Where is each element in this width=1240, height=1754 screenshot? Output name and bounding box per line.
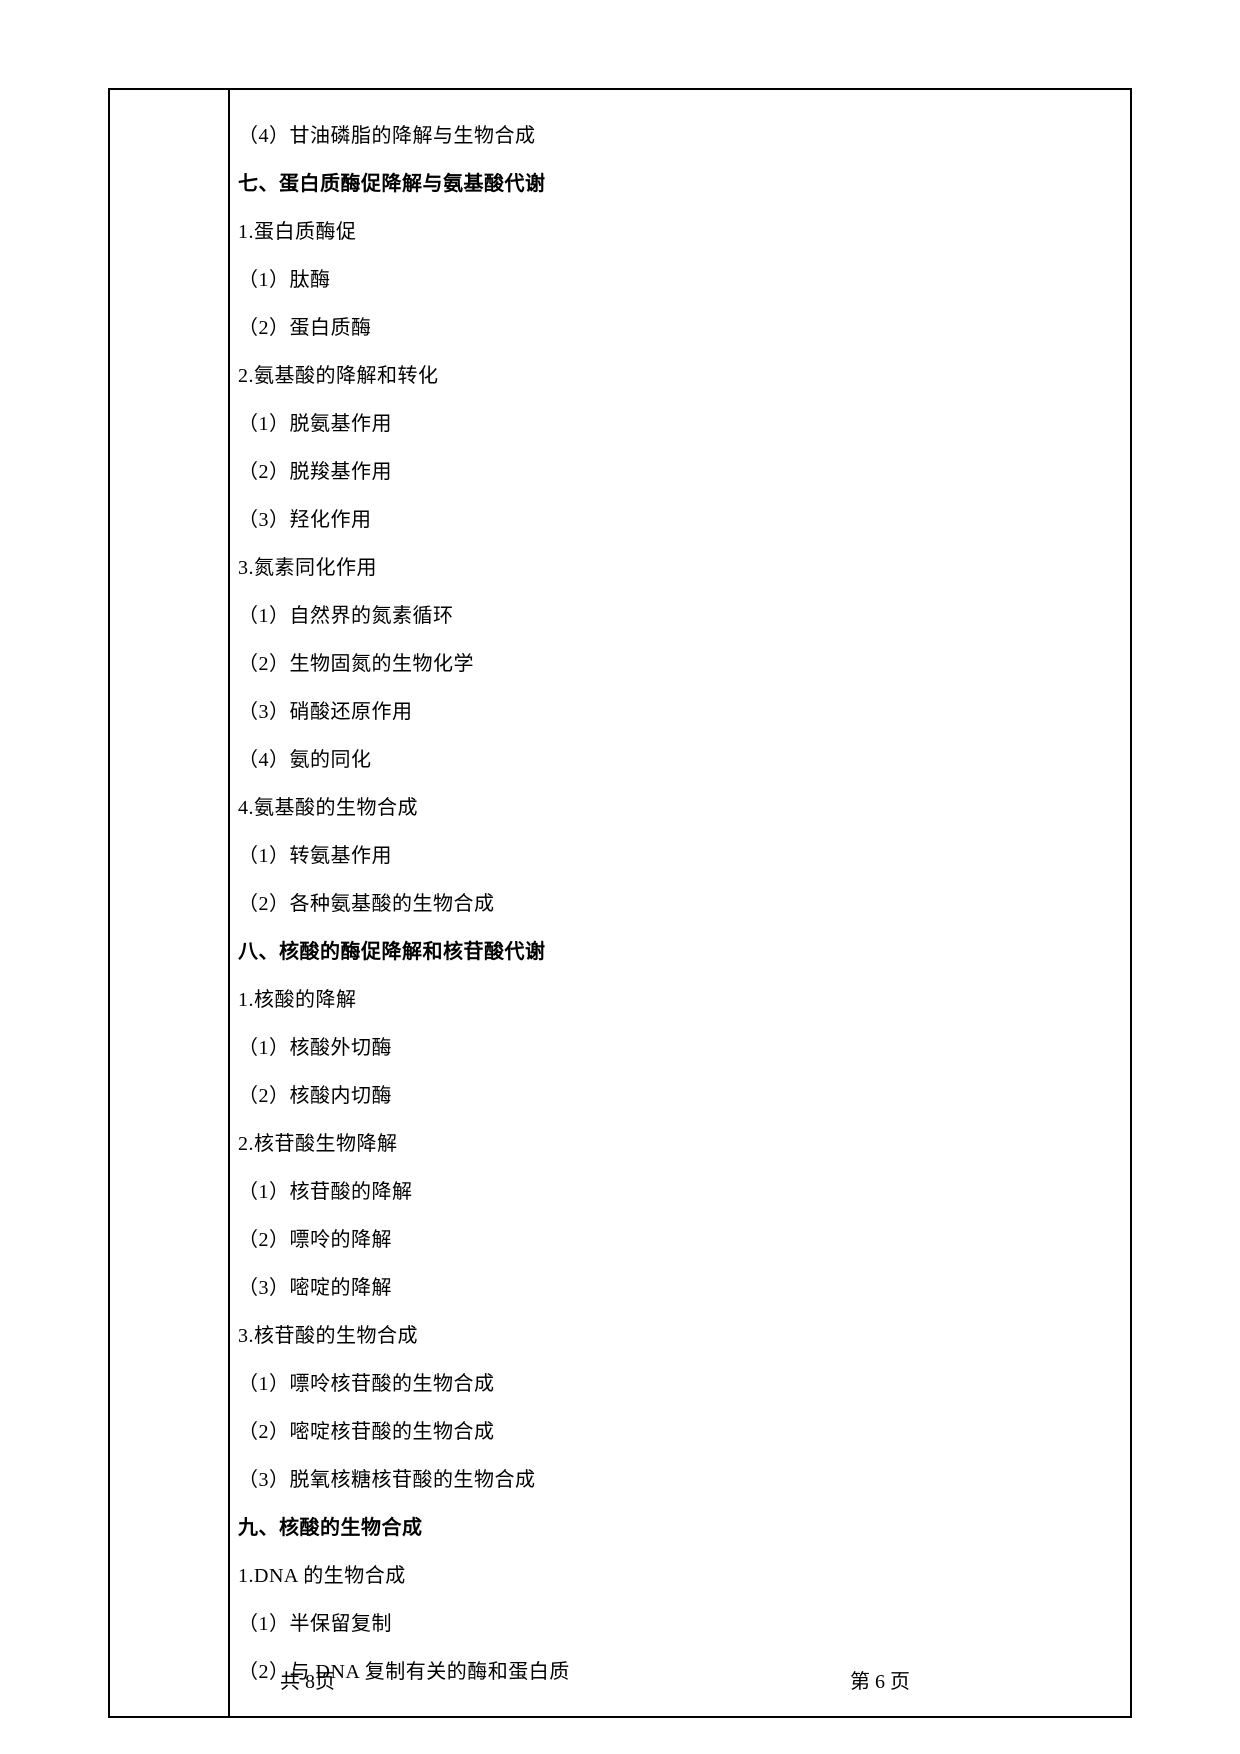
outline-item: （1）半保留复制 xyxy=(238,1600,1110,1648)
page-footer: 共 8页 第 6 页 xyxy=(0,1665,1240,1694)
outline-item: （1）核苷酸的降解 xyxy=(238,1168,1110,1216)
outline-item: （1）脱氨基作用 xyxy=(238,400,1110,448)
outline-item: （2）生物固氮的生物化学 xyxy=(238,640,1110,688)
outline-item: 九、核酸的生物合成 xyxy=(238,1504,1110,1552)
outline-item: （3）羟化作用 xyxy=(238,496,1110,544)
outline-item: （4）甘油磷脂的降解与生物合成 xyxy=(238,112,1110,160)
outline-item: （2）核酸内切酶 xyxy=(238,1072,1110,1120)
outline-item: 4.氨基酸的生物合成 xyxy=(238,784,1110,832)
outline-item: （2）脱羧基作用 xyxy=(238,448,1110,496)
page-container: （4）甘油磷脂的降解与生物合成七、蛋白质酶促降解与氨基酸代谢1.蛋白质酶促（1）… xyxy=(0,0,1240,1754)
outline-item: （2）嘌呤的降解 xyxy=(238,1216,1110,1264)
outline-item: （3）嘧啶的降解 xyxy=(238,1264,1110,1312)
outline-item: 1.核酸的降解 xyxy=(238,976,1110,1024)
outline-item: 2.核苷酸生物降解 xyxy=(238,1120,1110,1168)
outline-item: （1）转氨基作用 xyxy=(238,832,1110,880)
outline-item: （1）核酸外切酶 xyxy=(238,1024,1110,1072)
outline-item: 1.蛋白质酶促 xyxy=(238,208,1110,256)
footer-current-page: 第 6 页 xyxy=(850,1665,910,1694)
table-right-column: （4）甘油磷脂的降解与生物合成七、蛋白质酶促降解与氨基酸代谢1.蛋白质酶促（1）… xyxy=(229,89,1131,1717)
outline-item: 1.DNA 的生物合成 xyxy=(238,1552,1110,1600)
outline-item: （3）脱氧核糖核苷酸的生物合成 xyxy=(238,1456,1110,1504)
outline-item: （2）嘧啶核苷酸的生物合成 xyxy=(238,1408,1110,1456)
outline-item: 2.氨基酸的降解和转化 xyxy=(238,352,1110,400)
outline-item: 八、核酸的酶促降解和核苷酸代谢 xyxy=(238,928,1110,976)
outline-item: （2）各种氨基酸的生物合成 xyxy=(238,880,1110,928)
table-left-column xyxy=(109,89,229,1717)
outline-item: （2）蛋白质酶 xyxy=(238,304,1110,352)
outline-item: （3）硝酸还原作用 xyxy=(238,688,1110,736)
outline-item: 3.核苷酸的生物合成 xyxy=(238,1312,1110,1360)
content-table: （4）甘油磷脂的降解与生物合成七、蛋白质酶促降解与氨基酸代谢1.蛋白质酶促（1）… xyxy=(108,88,1132,1718)
outline-item: 七、蛋白质酶促降解与氨基酸代谢 xyxy=(238,160,1110,208)
footer-total-pages: 共 8页 xyxy=(280,1665,335,1694)
outline-item: 3.氮素同化作用 xyxy=(238,544,1110,592)
outline-item: （1）自然界的氮素循环 xyxy=(238,592,1110,640)
outline-item: （1）嘌呤核苷酸的生物合成 xyxy=(238,1360,1110,1408)
outline-item: （1）肽酶 xyxy=(238,256,1110,304)
outline-list: （4）甘油磷脂的降解与生物合成七、蛋白质酶促降解与氨基酸代谢1.蛋白质酶促（1）… xyxy=(238,112,1110,1696)
outline-item: （4）氨的同化 xyxy=(238,736,1110,784)
